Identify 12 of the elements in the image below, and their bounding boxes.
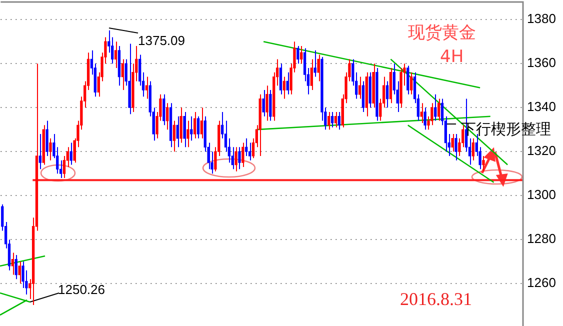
y-tick-label: 1360 bbox=[527, 55, 556, 70]
annotation: 1375.09 bbox=[138, 33, 185, 48]
text: 4H bbox=[440, 47, 464, 67]
y-tick-label: 1260 bbox=[527, 275, 556, 290]
annotation: 2016.8.31 bbox=[400, 289, 472, 309]
y-tick-label: 1320 bbox=[527, 143, 556, 158]
y-tick-label: 1300 bbox=[527, 187, 556, 202]
annotation: 1250.26 bbox=[58, 282, 105, 297]
y-tick-label: 1280 bbox=[527, 231, 556, 246]
text: 现货黄金 bbox=[408, 23, 476, 43]
y-tick-label: 1380 bbox=[527, 11, 556, 26]
y-tick-label: 1340 bbox=[527, 99, 556, 114]
